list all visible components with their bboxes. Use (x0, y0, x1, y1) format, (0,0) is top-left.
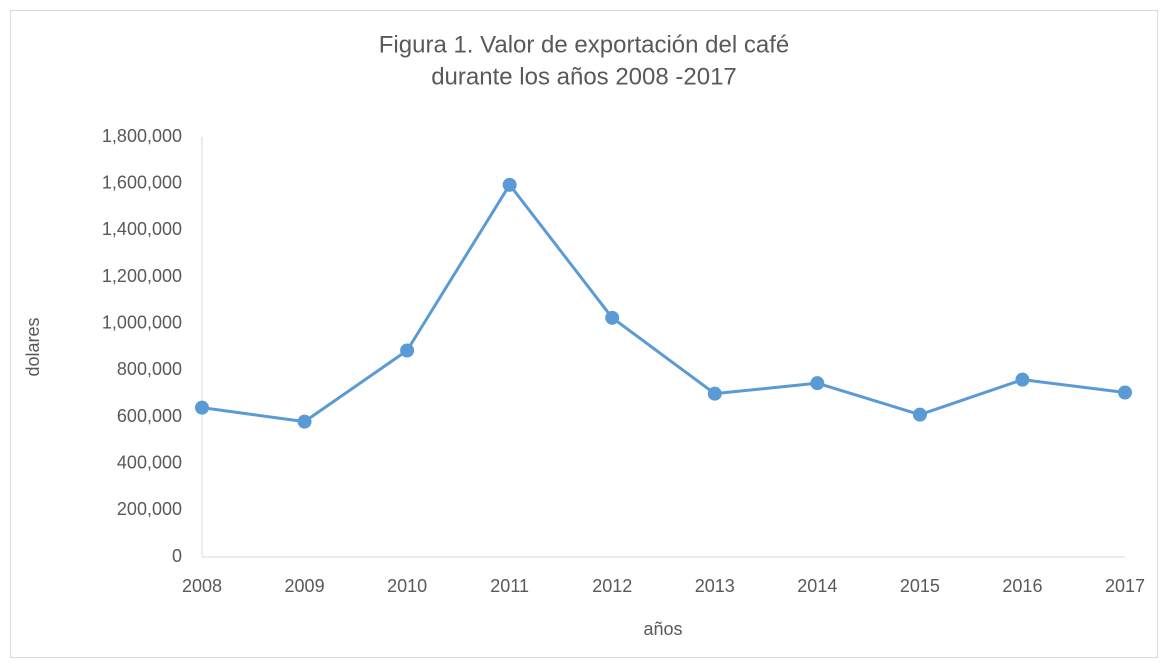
x-tick-label: 2012 (592, 576, 632, 596)
x-tick-label: 2008 (182, 576, 222, 596)
chart-title: durante los años 2008 -2017 (431, 63, 737, 90)
x-tick-label: 2015 (900, 576, 940, 596)
x-tick-label: 2014 (797, 576, 837, 596)
y-tick-label: 1,600,000 (102, 172, 182, 192)
point (502, 177, 517, 192)
y-tick-label: 1,800,000 (102, 126, 182, 146)
chart-title: Figura 1. Valor de exportación del café (379, 31, 789, 58)
x-axis-label: años (643, 619, 682, 639)
x-tick-label: 2016 (1002, 576, 1042, 596)
point (912, 407, 927, 422)
point (297, 414, 312, 429)
y-tick-label: 0 (172, 546, 182, 566)
point (1118, 385, 1132, 400)
point (810, 376, 825, 391)
y-tick-label: 1,000,000 (102, 312, 182, 332)
y-tick-label: 200,000 (117, 499, 182, 519)
y-tick-label: 600,000 (117, 406, 182, 426)
x-tick-label: 2009 (285, 576, 325, 596)
point (195, 400, 209, 415)
y-axis-label: dolares (23, 317, 43, 376)
line (201, 183, 1126, 424)
x-tick-label: 2017 (1105, 576, 1145, 596)
x-tick-label: 2013 (695, 576, 735, 596)
point (400, 343, 415, 358)
x-tick-label: 2011 (490, 576, 529, 596)
chart-border (10, 10, 1158, 658)
point (1015, 372, 1030, 387)
point (707, 386, 722, 401)
y-tick-label: 800,000 (117, 359, 182, 379)
y-tick-label: 400,000 (117, 452, 182, 472)
x-tick-label: 2010 (387, 576, 427, 596)
point (605, 310, 620, 325)
y-tick-label: 1,200,000 (102, 266, 182, 286)
y-tick-label: 1,400,000 (102, 219, 182, 239)
